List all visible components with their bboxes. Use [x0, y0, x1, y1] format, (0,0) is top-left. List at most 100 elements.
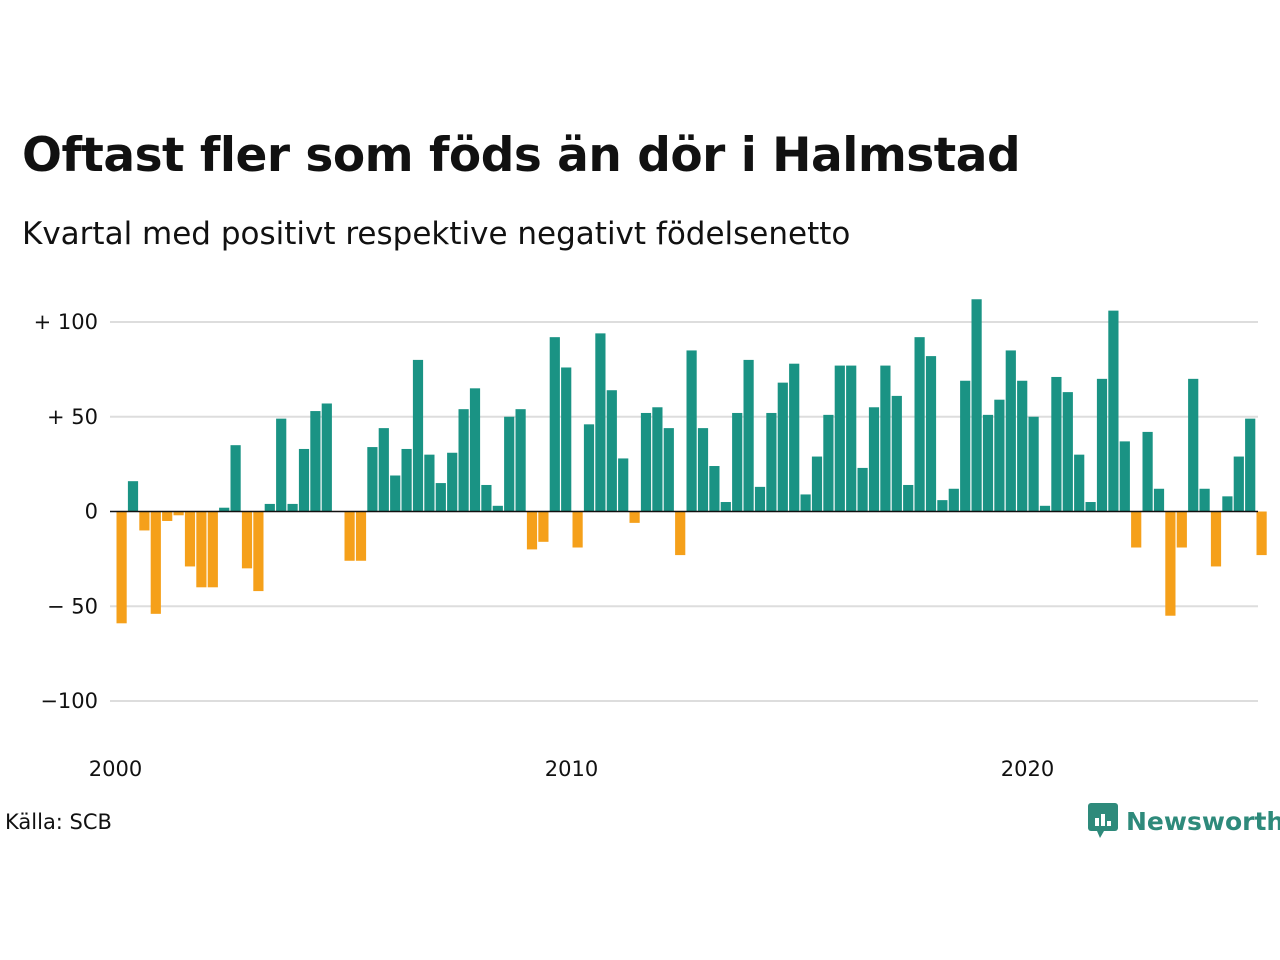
bar-negative [526, 511, 538, 550]
y-tick-label: + 100 [34, 310, 98, 334]
bar-positive [321, 403, 332, 512]
bar-positive [789, 363, 800, 512]
bar-positive [298, 448, 310, 512]
axes: + 100 + 50 0 − 50 −100 2000 2010 2020 [34, 310, 1258, 781]
y-tick-label: + 50 [47, 405, 98, 429]
bar-positive [823, 414, 834, 512]
bar-positive [606, 390, 617, 512]
bar-positive [492, 505, 503, 512]
bar-positive [652, 407, 663, 512]
bar-positive [1051, 376, 1062, 512]
bar-positive [481, 484, 492, 512]
bar-negative [355, 511, 367, 561]
bar-positive [515, 409, 526, 512]
bar-positive [1028, 416, 1039, 512]
y-tick-label: 0 [85, 500, 98, 524]
chart-title: Oftast fler som föds än dör i Halmstad [22, 128, 1021, 183]
source-note: Källa: SCB [5, 810, 112, 834]
newsworthy-logo-text: Newsworthy [1126, 806, 1280, 836]
bar-positive [640, 412, 652, 512]
bar-positive [914, 337, 925, 512]
bar-positive [697, 428, 709, 512]
bars [116, 299, 1267, 624]
bar-positive [868, 407, 880, 512]
newsworthy-logo-icon [1088, 803, 1118, 838]
bar-positive [1199, 488, 1210, 512]
bar-positive [1119, 441, 1130, 512]
bar-positive [264, 503, 275, 512]
bar-positive [1245, 418, 1256, 512]
bar-negative [139, 511, 150, 531]
bar-positive [686, 350, 697, 512]
bar-negative [538, 511, 549, 542]
bar-positive [424, 454, 435, 512]
bar-positive [777, 382, 788, 512]
bar-negative [116, 511, 127, 624]
bar-positive [230, 445, 241, 512]
bar-positive [846, 365, 857, 512]
bar-positive [435, 483, 446, 512]
bar-positive [971, 299, 982, 512]
bar-positive [1188, 378, 1199, 512]
bar-positive [367, 447, 378, 512]
bar-positive [583, 424, 595, 512]
bar-positive [732, 412, 743, 512]
bar-positive [948, 488, 959, 512]
bar-positive [880, 365, 891, 512]
bar-negative [162, 511, 173, 521]
bar-positive [378, 428, 389, 512]
bar-positive [960, 380, 971, 512]
bar-positive [1074, 454, 1085, 512]
bar-positive [219, 507, 230, 512]
bar-positive [390, 475, 401, 512]
bar-negative [1210, 511, 1222, 567]
bar-positive [469, 388, 481, 512]
bar-positive [561, 367, 572, 512]
bar-positive [447, 452, 458, 512]
bar-positive [811, 456, 823, 512]
x-tick-label: 2020 [1001, 757, 1054, 781]
bar-negative [150, 511, 161, 614]
bar-positive [412, 359, 424, 512]
bar-negative [253, 511, 264, 592]
bar-positive [1222, 496, 1233, 512]
bar-negative [1256, 511, 1267, 556]
bar-positive [1108, 310, 1119, 512]
y-tick-label: − 50 [47, 594, 98, 618]
y-tick-label: −100 [40, 689, 98, 713]
bar-positive [1005, 350, 1016, 512]
chart-subtitle: Kvartal med positivt respektive negativt… [22, 216, 851, 252]
bar-positive [982, 414, 994, 512]
bar-positive [287, 503, 298, 512]
bar-positive [857, 467, 868, 512]
bar-negative [196, 511, 207, 588]
bar-negative [1131, 511, 1142, 548]
bar-negative [629, 511, 640, 523]
bar-positive [1096, 378, 1108, 512]
bar-positive [743, 359, 754, 512]
bar-positive [1153, 488, 1165, 512]
bar-negative [675, 511, 686, 556]
bar-positive [127, 481, 139, 512]
bar-positive [903, 484, 914, 512]
bar-positive [618, 458, 629, 512]
bar-negative [1176, 511, 1187, 548]
bar-chart: + 100 + 50 0 − 50 −100 2000 2010 2020 [34, 299, 1267, 781]
bar-negative [173, 511, 184, 516]
bar-positive [549, 337, 560, 512]
bar-negative [344, 511, 355, 561]
bar-positive [994, 399, 1005, 512]
bar-positive [1142, 431, 1153, 512]
bar-positive [891, 395, 902, 512]
bar-positive [754, 486, 766, 512]
bar-positive [1039, 505, 1051, 512]
bar-positive [766, 412, 777, 512]
x-tick-label: 2010 [545, 757, 598, 781]
bar-positive [1085, 502, 1096, 512]
bar-positive [800, 494, 811, 512]
newsworthy-logo: Newsworthy [1088, 803, 1280, 839]
bar-negative [572, 511, 583, 548]
bar-positive [504, 416, 515, 512]
bar-positive [276, 418, 287, 512]
bar-positive [310, 411, 321, 512]
